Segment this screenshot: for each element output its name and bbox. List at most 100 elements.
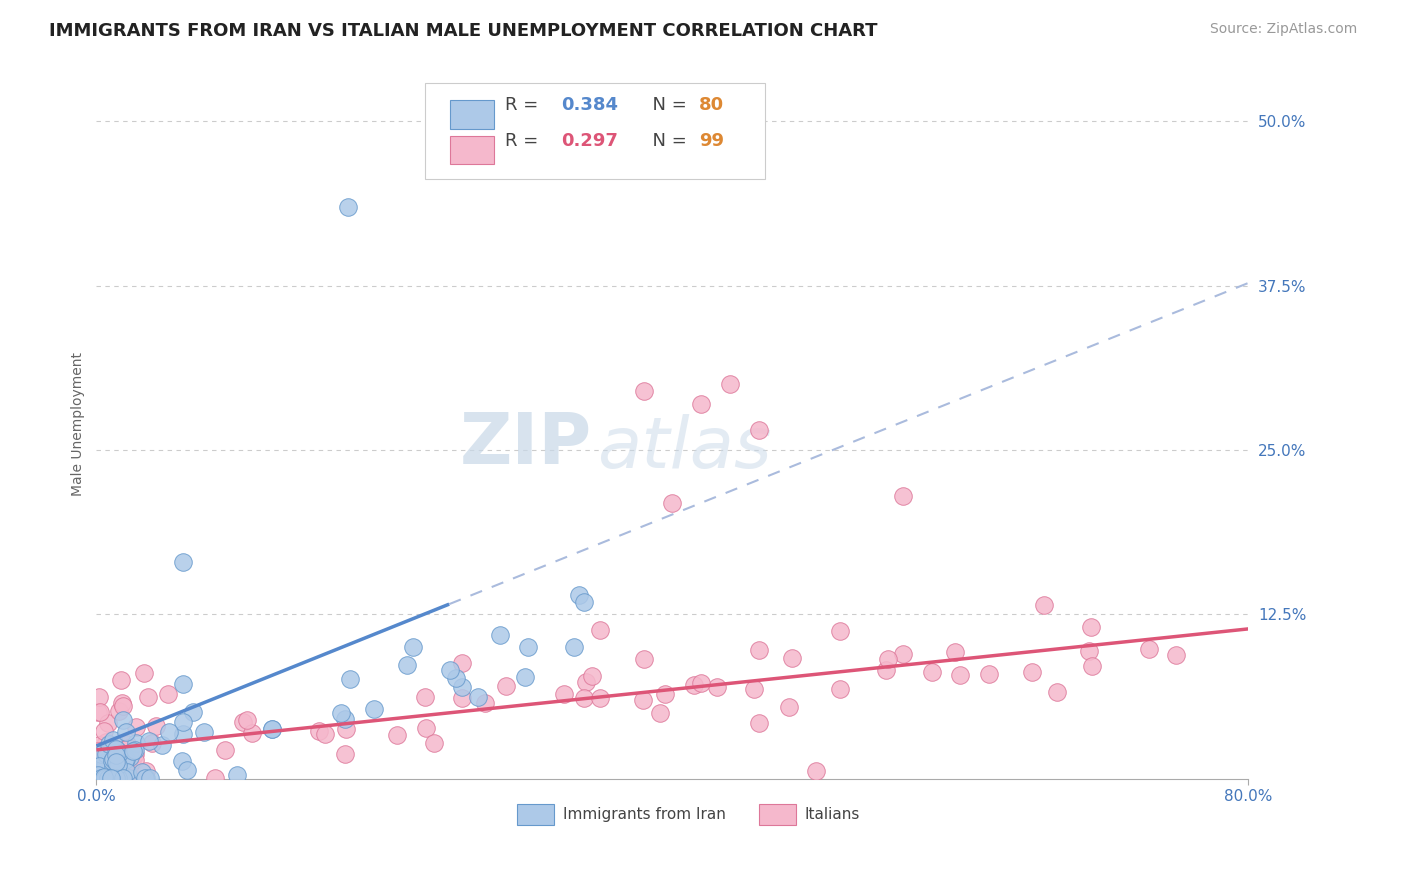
Point [112,713,135,727]
Point [108,704,131,718]
Point [742,681,765,696]
Point [124,743,146,757]
Point [94,771,117,785]
Point [170,755,193,769]
Point [1166,648,1188,663]
FancyBboxPatch shape [450,136,494,164]
Point [451,691,474,706]
Point [124,747,146,761]
Point [125,735,148,749]
Point [337,200,360,214]
Point [87,758,110,772]
Point [101,752,124,766]
Point [107,758,129,772]
Point [104,755,127,769]
Point [97,770,120,784]
Point [117,741,139,756]
Point [121,744,143,758]
Point [474,696,496,710]
Point [114,753,136,767]
Point [363,702,385,716]
Point [748,423,770,437]
Point [135,771,157,785]
Point [488,628,510,642]
Point [172,727,194,741]
Text: atlas: atlas [598,414,772,483]
Point [135,764,157,778]
Point [157,687,180,701]
Point [562,640,585,654]
Point [631,692,654,706]
Point [117,737,139,751]
Point [748,715,770,730]
Point [572,690,595,705]
Text: N =: N = [641,132,693,150]
Text: 80: 80 [699,96,724,114]
Point [308,723,330,738]
Text: 99: 99 [699,132,724,150]
Point [977,667,1000,681]
Point [1080,620,1102,634]
Point [568,588,591,602]
Point [150,739,173,753]
Point [690,397,713,411]
Point [157,724,180,739]
Point [101,733,124,747]
Point [747,642,769,657]
Point [1078,644,1101,658]
Point [1137,642,1160,657]
Point [333,747,356,761]
Point [517,640,540,654]
Point [921,665,943,679]
Point [93,770,115,784]
Point [112,761,135,775]
Point [100,771,122,785]
Text: R =: R = [505,96,544,114]
Point [115,742,138,756]
Point [830,624,852,638]
Point [828,681,851,696]
Point [444,671,467,685]
Text: N =: N = [641,96,693,114]
Point [575,674,598,689]
Point [87,738,110,752]
Point [90,771,112,785]
Point [176,763,198,777]
Point [335,722,357,736]
Point [90,744,112,758]
Point [232,715,254,730]
FancyBboxPatch shape [759,804,796,825]
Point [96,760,118,774]
Point [87,767,110,781]
Point [415,690,437,704]
Point [495,679,517,693]
Point [87,744,110,758]
Point [131,764,153,779]
Point [891,648,914,662]
Point [103,771,125,785]
Text: IMMIGRANTS FROM IRAN VS ITALIAN MALE UNEMPLOYMENT CORRELATION CHART: IMMIGRANTS FROM IRAN VS ITALIAN MALE UNE… [49,22,877,40]
Point [93,771,115,785]
Point [706,681,728,695]
Point [98,755,121,769]
Point [100,741,122,756]
Point [172,555,194,569]
Point [683,678,706,692]
Point [111,771,134,785]
Point [589,691,612,706]
Point [101,755,124,769]
Point [193,725,215,739]
Point [87,705,110,719]
Point [718,377,741,392]
Point [115,764,138,779]
Point [108,760,131,774]
Point [1046,685,1069,699]
Point [112,747,135,762]
Point [108,771,131,785]
Point [467,690,489,705]
Point [589,623,612,637]
Point [90,747,112,761]
Point [633,384,655,398]
Point [423,736,446,750]
Point [172,715,194,730]
